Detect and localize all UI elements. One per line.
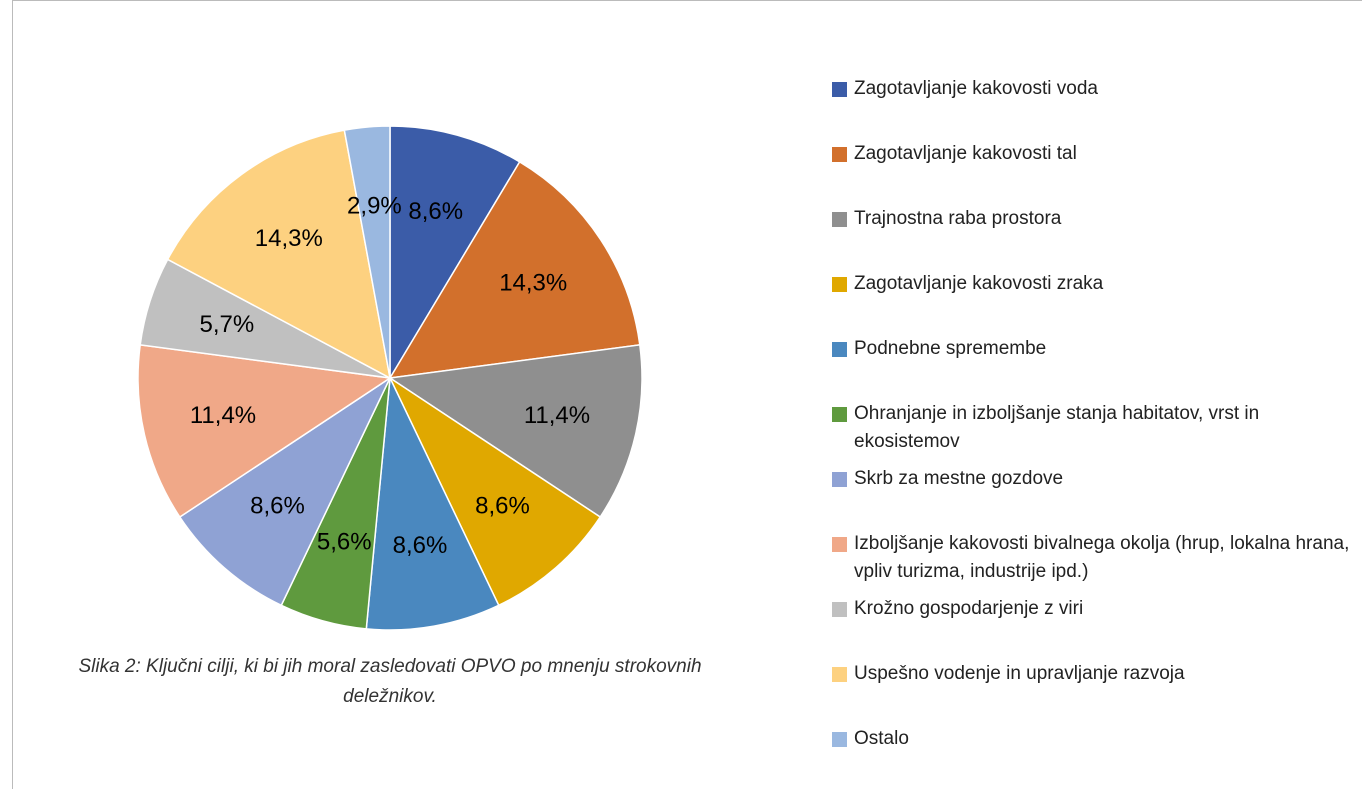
legend-swatch (832, 602, 847, 617)
legend-item: Uspešno vodenje in upravljanje razvoja (832, 660, 1362, 688)
pie-slice (387, 344, 643, 519)
pie-slice (388, 160, 641, 379)
caption: Slika 2: Ključni cilji, ki bi jih moral … (78, 656, 702, 707)
legend-swatch (832, 537, 847, 552)
legend-label: Ostalo (854, 728, 909, 749)
legend-swatch (832, 472, 847, 487)
data-label: 8,6% (408, 198, 463, 225)
legend-item: Ohranjanje in izboljšanje stanja habitat… (832, 400, 1362, 456)
data-label: 8,6% (393, 532, 448, 559)
legend-item: Trajnostna raba prostora (832, 205, 1362, 233)
legend-item: Krožno gospodarjenje z viri (832, 595, 1362, 623)
legend-item: Ostalo (832, 725, 1362, 753)
legend-swatch (832, 732, 847, 747)
data-label: 5,7% (200, 311, 255, 338)
pie-slice (166, 129, 392, 380)
data-label: 11,4% (524, 402, 590, 429)
legend-swatch (832, 342, 847, 357)
legend-swatch (832, 212, 847, 227)
frame (12, 0, 1362, 789)
legend-item: Podnebne spremembe (832, 335, 1362, 363)
legend-label: Ohranjanje in izboljšanje stanja habitat… (854, 403, 1260, 452)
data-label: 8,6% (250, 493, 305, 520)
legend-label: Podnebne spremembe (854, 338, 1047, 359)
data-label: 14,3% (499, 269, 567, 296)
legend-item: Skrb za mestne gozdove (832, 465, 1362, 493)
legend-label: Izboljšanje kakovosti bivalnega okolja (… (854, 533, 1350, 582)
legend-item: Zagotavljanje kakovosti zraka (832, 270, 1362, 298)
legend-swatch (832, 82, 847, 97)
data-label: 14,3% (255, 225, 323, 252)
legend-swatch (832, 147, 847, 162)
legend-swatch (832, 667, 847, 682)
data-label: 8,6% (475, 493, 530, 520)
legend-item: Izboljšanje kakovosti bivalnega okolja (… (832, 530, 1362, 586)
legend-label: Zagotavljanje kakovosti tal (854, 143, 1077, 164)
legend-item: Zagotavljanje kakovosti tal (832, 140, 1362, 168)
pie-slice (365, 375, 500, 631)
legend-swatch (832, 407, 847, 422)
legend-label: Krožno gospodarjenje z viri (854, 598, 1084, 619)
legend-label: Skrb za mestne gozdove (854, 468, 1064, 489)
legend-label: Uspešno vodenje in upravljanje razvoja (854, 663, 1185, 684)
pie-slice (343, 125, 391, 379)
pie-slice (388, 375, 602, 607)
legend-swatch (832, 277, 847, 292)
data-label: 5,6% (317, 528, 372, 555)
legend-item: Zagotavljanje kakovosti voda (832, 75, 1362, 103)
data-label: 11,4% (190, 402, 256, 429)
legend-label: Trajnostna raba prostora (854, 208, 1062, 229)
pie-slice (389, 125, 521, 381)
data-label: 2,9% (347, 193, 402, 220)
legend-label: Zagotavljanje kakovosti zraka (854, 273, 1104, 294)
legend-label: Zagotavljanje kakovosti voda (854, 78, 1098, 99)
pie-slice (178, 375, 392, 607)
pie-slice (137, 344, 393, 519)
